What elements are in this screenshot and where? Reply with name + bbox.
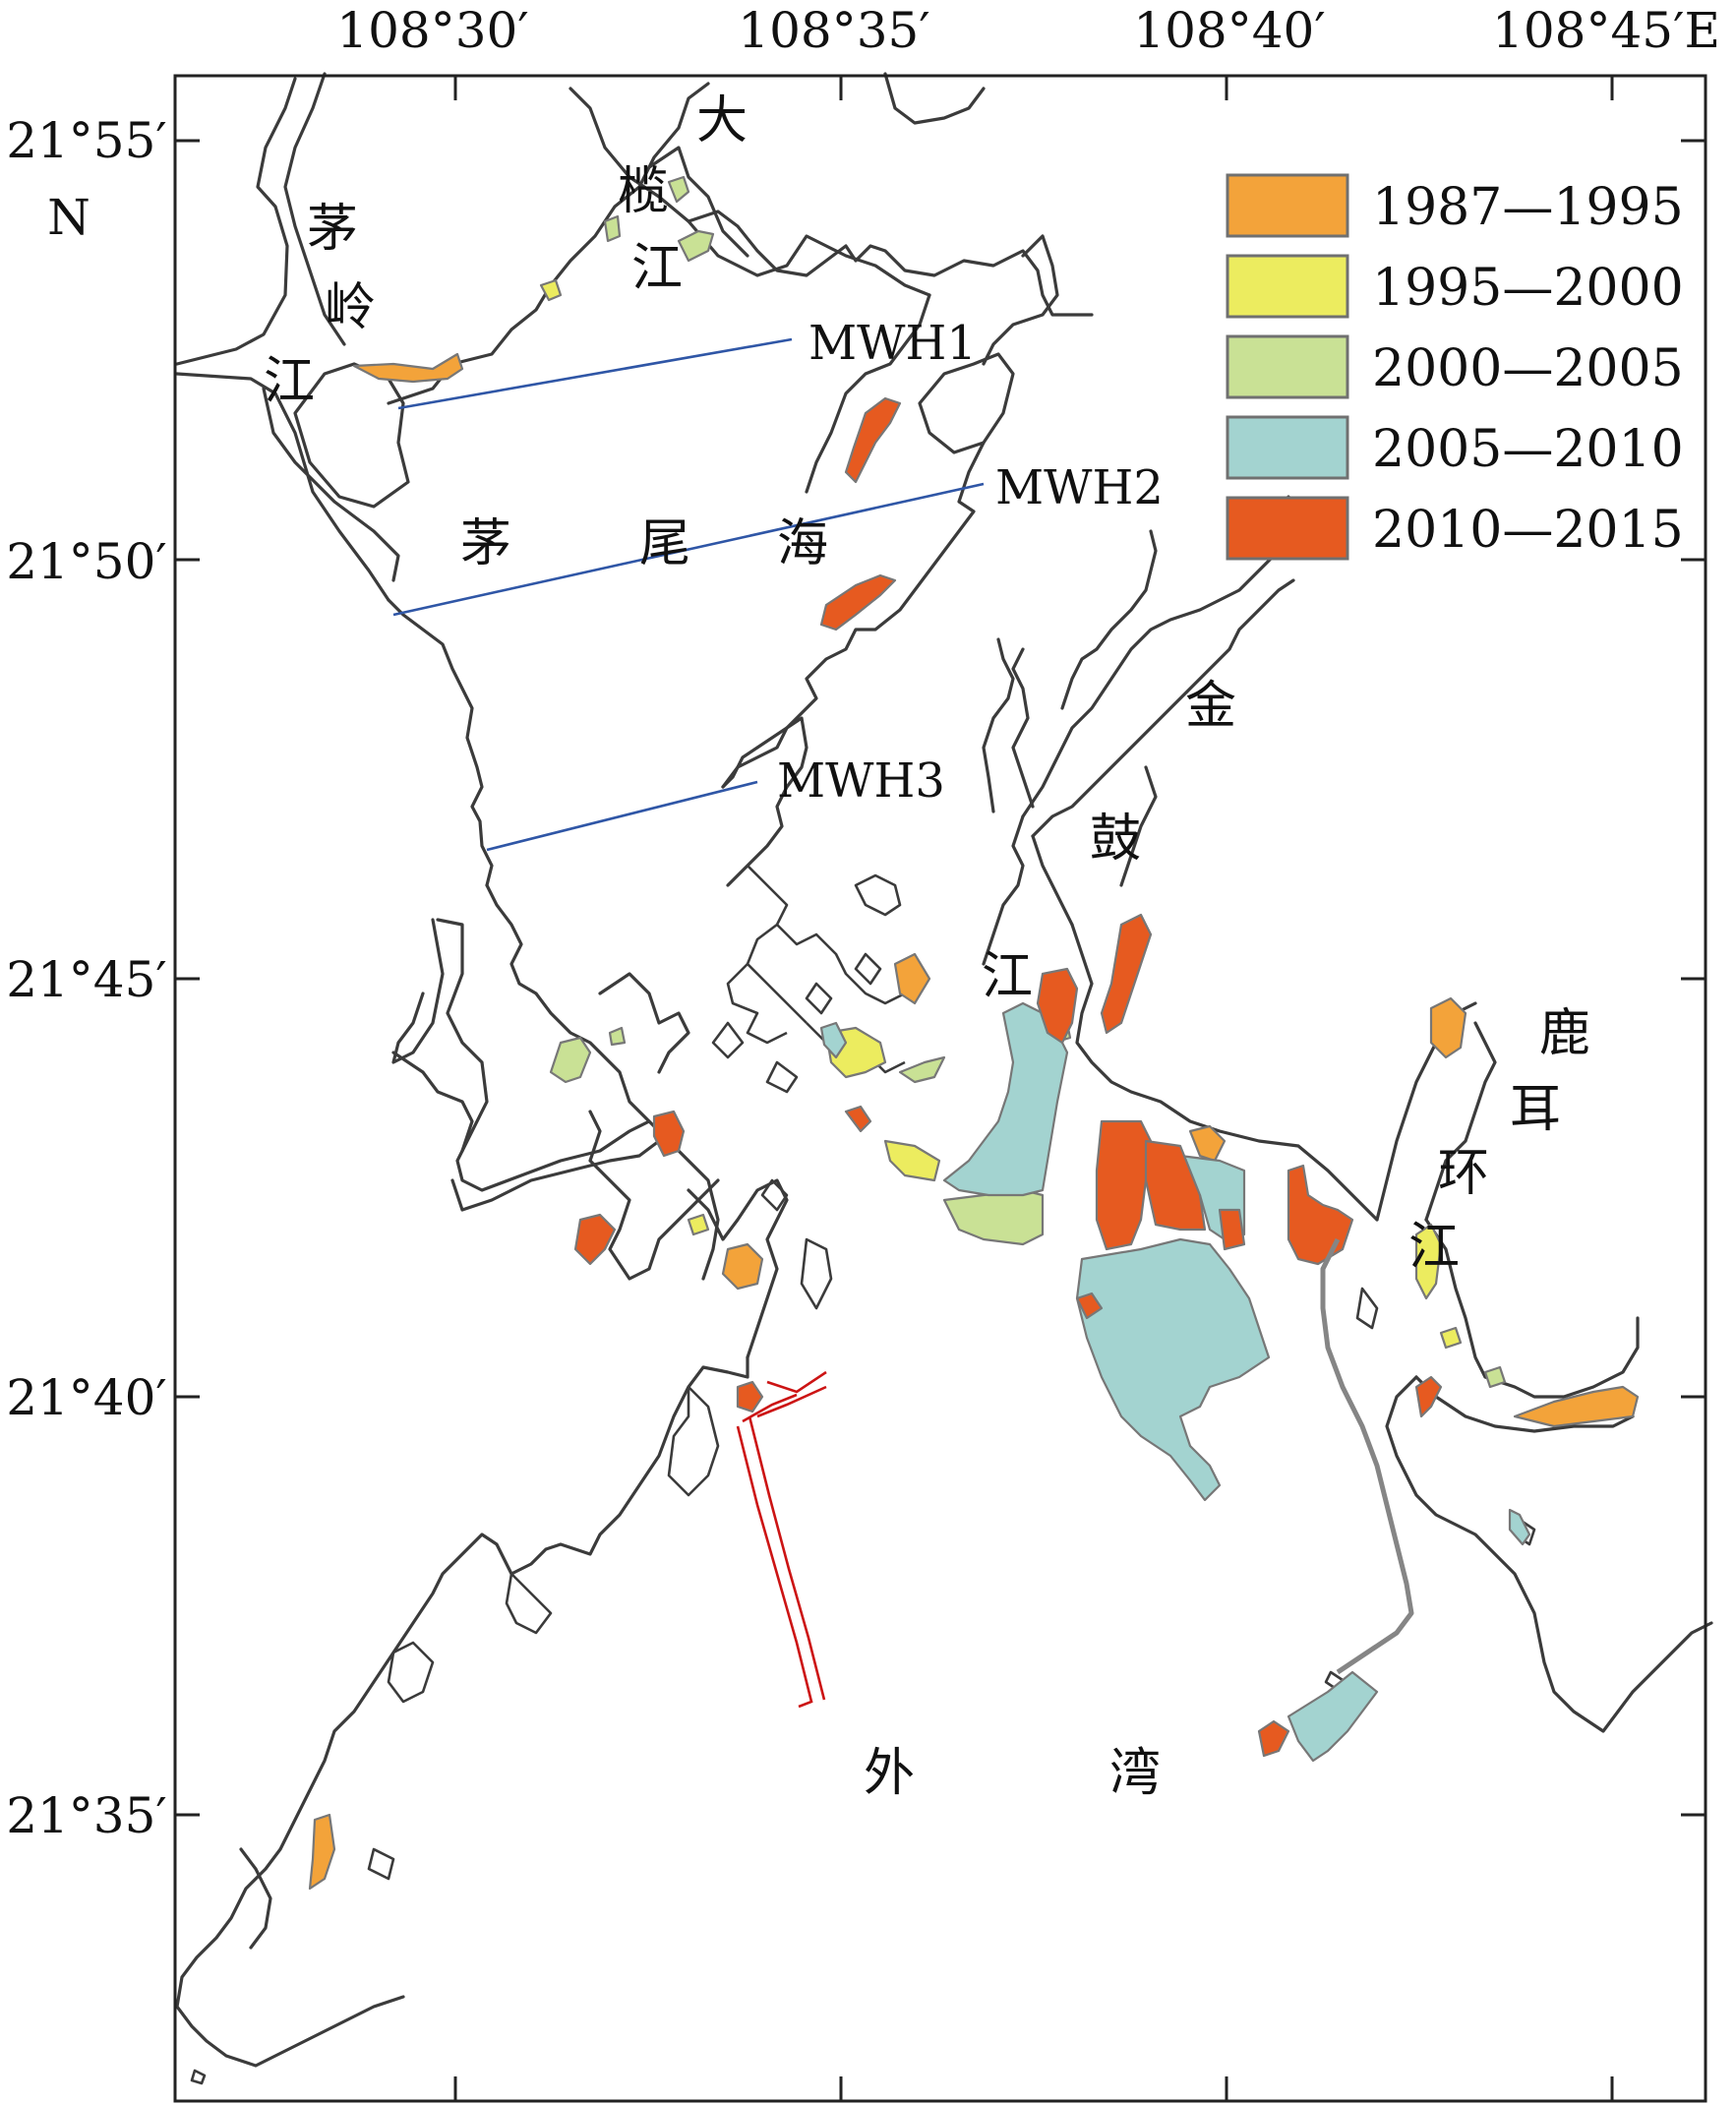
legend-label: 1995—2000 xyxy=(1372,259,1684,318)
section-label-mwh2: MWH2 xyxy=(995,460,1164,515)
section-line-mwh1 xyxy=(397,337,793,410)
map-frame xyxy=(173,74,1707,2103)
place-label-dalan-river: 大 xyxy=(696,91,748,150)
lat-tick-label: 21°50′ xyxy=(6,533,167,590)
place-label-outer-bay: 湾 xyxy=(1109,1744,1161,1803)
reclamation-areas xyxy=(308,175,1640,1891)
place-label-maoling-river: 茅 xyxy=(307,200,358,259)
lat-tick-label: 21°40′ xyxy=(6,1369,167,1426)
place-label-maowei-sea: 海 xyxy=(777,514,828,573)
place-label-maoling-river: 岭 xyxy=(325,278,376,337)
place-label-jingu-river: 金 xyxy=(1185,677,1236,736)
port-road xyxy=(1320,1237,1414,1675)
place-labels: 茅 岭 江 大 榄 江 茅 尾 海 金 鼓 江 鹿 耳 环 江 外 湾 xyxy=(264,91,1590,1803)
place-label-outer-bay: 外 xyxy=(864,1744,915,1803)
longitude-labels: 108°30′ 108°35′ 108°40′ 108°45′E xyxy=(336,2,1720,59)
legend-label: 2010—2015 xyxy=(1372,501,1684,560)
place-label-jingu-river: 江 xyxy=(982,947,1033,1006)
lat-unit-label: N xyxy=(47,189,90,246)
legend-swatch xyxy=(1226,334,1349,399)
section-label-mwh3: MWH3 xyxy=(777,753,945,809)
place-label-luerhuan-river: 耳 xyxy=(1510,1080,1561,1139)
legend-label: 2000—2005 xyxy=(1372,339,1684,398)
section-label-mwh1: MWH1 xyxy=(808,316,977,371)
navigation-channel xyxy=(736,1370,827,1709)
legend-swatch xyxy=(1226,496,1349,561)
legend-label: 1987—1995 xyxy=(1372,178,1684,237)
coastline xyxy=(175,72,1713,2085)
legend-swatch xyxy=(1226,254,1349,319)
legend-label: 2005—2010 xyxy=(1372,420,1684,479)
section-lines xyxy=(392,337,985,852)
lat-tick-label: 21°45′ xyxy=(6,951,167,1008)
legend-swatch xyxy=(1226,173,1349,238)
place-label-luerhuan-river: 环 xyxy=(1438,1144,1489,1203)
place-label-dalan-river: 榄 xyxy=(618,162,669,221)
legend-swatch xyxy=(1226,415,1349,480)
lat-tick-label: 21°55′ xyxy=(6,112,167,169)
lon-tick-label: 108°35′ xyxy=(738,2,929,59)
lon-tick-label: 108°40′ xyxy=(1133,2,1325,59)
place-label-maoling-river: 江 xyxy=(264,352,315,411)
place-label-luerhuan-river: 江 xyxy=(1408,1218,1460,1277)
section-line-mwh3 xyxy=(486,780,758,852)
legend: 1987—1995 1995—2000 2000—2005 2005—2010 2010… xyxy=(1226,173,1684,561)
lon-tick-label: 108°30′ xyxy=(336,2,528,59)
place-label-maowei-sea: 茅 xyxy=(460,514,511,573)
place-label-dalan-river: 江 xyxy=(631,239,683,298)
section-line-mwh2 xyxy=(392,482,985,617)
place-label-jingu-river: 鼓 xyxy=(1090,810,1141,869)
lon-tick-label: 108°45′E xyxy=(1492,2,1720,59)
latitude-labels: 21°55′ N 21°50′ 21°45′ 21°40′ 21°35′ xyxy=(6,112,167,1844)
section-labels: MWH1 MWH2 MWH3 xyxy=(777,316,1164,809)
place-label-maowei-sea: 尾 xyxy=(639,514,690,573)
lat-tick-label: 21°35′ xyxy=(6,1787,167,1844)
tick-marks xyxy=(175,76,1706,2101)
place-label-luerhuan-river: 鹿 xyxy=(1539,1004,1590,1063)
